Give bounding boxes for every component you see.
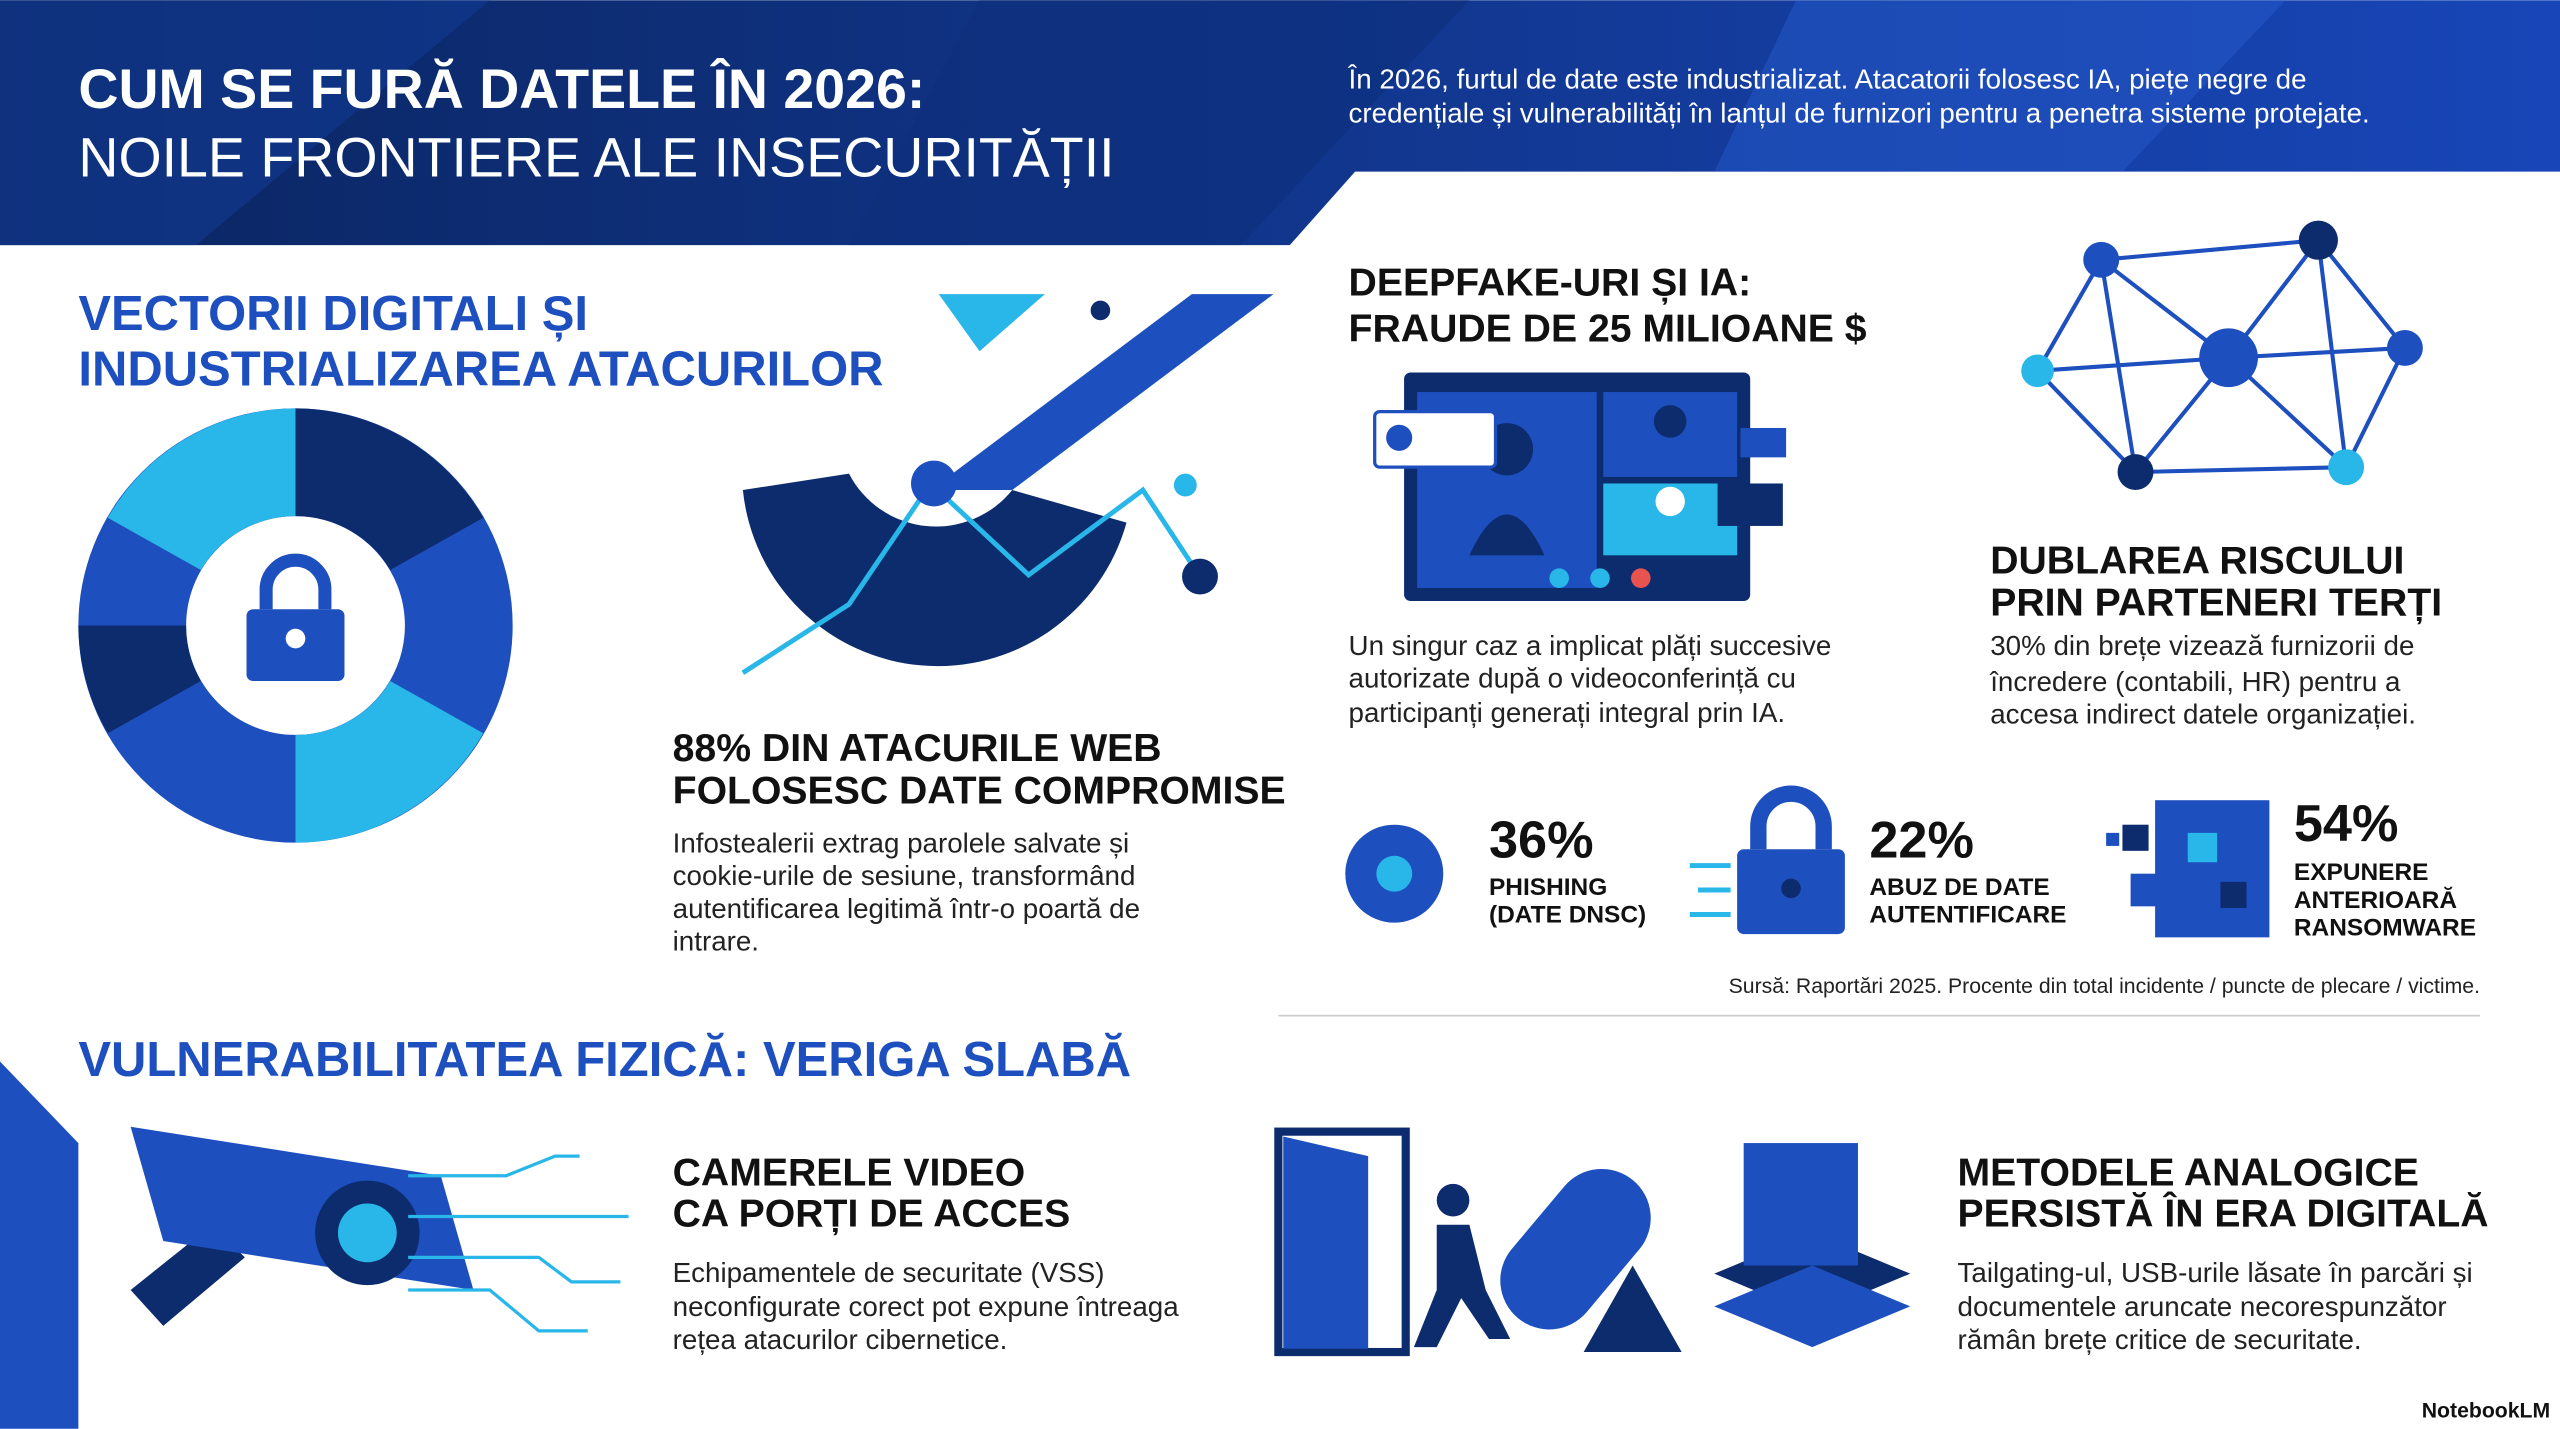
body-text: autentificarea legitimă într-o poartă de [673, 893, 1140, 924]
section-heading: INDUSTRIALIZAREA ATACURILOR [78, 343, 883, 397]
body-text: accesa indirect datele organizației. [1990, 698, 2416, 729]
stat-heading: FOLOSESC DATE COMPROMISE [673, 769, 1286, 812]
body-text: neconfigurate corect pot expune întreaga [673, 1291, 1180, 1322]
stat-value: 22% [1869, 811, 1974, 869]
network-icon [2021, 220, 2423, 491]
section-heading: CA PORȚI DE ACCES [673, 1192, 1071, 1235]
body-text: participanți generați integral prin IA. [1349, 697, 1786, 728]
intro: În 2026, furtul de date este industriali… [1348, 63, 2307, 94]
camera-icon [0, 1061, 629, 1429]
section-heading: DUBLAREA RISCULUI [1990, 539, 2404, 582]
body-text: intrare. [673, 925, 759, 956]
body-text: rețea atacurilor cibernetice. [673, 1324, 1008, 1355]
section-heading: VULNERABILITATEA FIZICĂ: VERIGA SLABĂ [78, 1033, 1131, 1087]
body-text: Un singur caz a implicat plăți succesive [1349, 630, 1832, 661]
stat-value: 36% [1489, 811, 1594, 869]
stat-icon [2106, 800, 2270, 938]
stat-icon [1689, 785, 1845, 935]
source-note: Sursă: Raportări 2025. Procente din tota… [1729, 975, 2480, 998]
stat-label: (DATE DNSC) [1489, 902, 1646, 929]
stat-label: RANSOMWARE [2294, 915, 2476, 942]
stat-icon [1345, 824, 1444, 923]
stat-label: PHISHING [1489, 874, 1607, 901]
body-text: autorizate după o videoconferință cu [1349, 663, 1796, 694]
intro: credențiale și vulnerabilități în lanțul… [1349, 98, 2370, 129]
body-text: încredere (contabili, HR) pentru a [1989, 666, 2401, 697]
section-heading: FRAUDE DE 25 MILIOANE $ [1349, 307, 1867, 350]
stat-heading: 88% DIN ATACURILE WEB [673, 727, 1162, 770]
stat-label: ANTERIOARĂ [2294, 886, 2457, 914]
donut-icon [78, 408, 513, 843]
video-call-icon [1373, 372, 1787, 602]
stat-label: ABUZ DE DATE [1869, 874, 2049, 901]
section-heading: PERSISTĂ ÎN ERA DIGITALĂ [1958, 1191, 2489, 1235]
body-text: cookie-urile de sesiune, transformând [673, 860, 1136, 891]
title: CUM SE FURĂ DATELE ÎN 2026: [78, 58, 925, 120]
body-text: Infostealerii extrag parolele salvate și [673, 827, 1130, 858]
body-text: 30% din brețe vizează furnizorii de [1990, 630, 2414, 661]
analog-icons [1274, 1127, 1911, 1357]
stat-label: AUTENTIFICARE [1869, 902, 2066, 929]
section-heading: PRIN PARTENERI TERȚI [1990, 582, 2442, 625]
brand: NotebookLM [2422, 1399, 2550, 1422]
title: NOILE FRONTIERE ALE INSECURITĂȚII [78, 127, 1114, 189]
header-bg [0, 0, 2560, 246]
section-heading: VECTORII DIGITALI ȘI [78, 287, 588, 341]
section-heading: DEEPFAKE-URI ȘI IA: [1349, 262, 1752, 305]
section-heading: METODELE ANALOGICE [1958, 1152, 2419, 1195]
stat-label: EXPUNERE [2294, 859, 2429, 886]
stat-value: 54% [2294, 795, 2399, 853]
body-text: rămân brețe critice de securitate. [1958, 1324, 2362, 1355]
body-text: documentele aruncate necorespunzător [1958, 1291, 2447, 1322]
attack-graphic [741, 294, 1274, 675]
body-text: Tailgating-ul, USB-urile lăsate în parcă… [1958, 1257, 2473, 1288]
body-text: Echipamentele de securitate (VSS) [673, 1257, 1105, 1288]
section-heading: CAMERELE VIDEO [673, 1152, 1026, 1195]
